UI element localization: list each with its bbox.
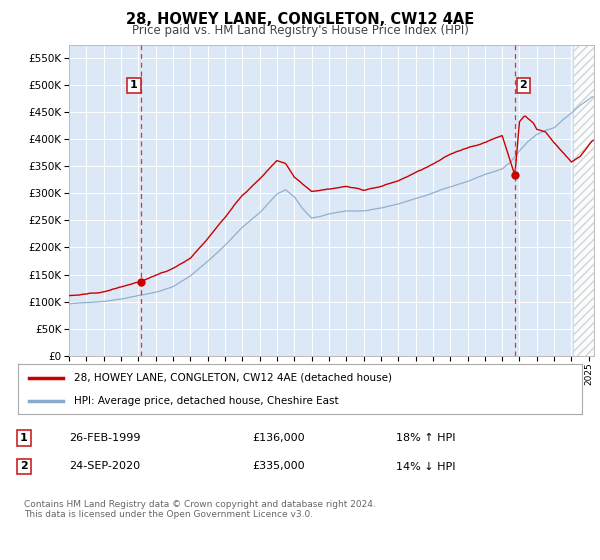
Text: 1: 1	[130, 80, 138, 90]
Text: £335,000: £335,000	[252, 461, 305, 472]
Text: £136,000: £136,000	[252, 433, 305, 443]
Text: 2: 2	[20, 461, 28, 472]
Text: 28, HOWEY LANE, CONGLETON, CW12 4AE: 28, HOWEY LANE, CONGLETON, CW12 4AE	[126, 12, 474, 27]
Bar	[573, 45, 600, 356]
Text: 26-FEB-1999: 26-FEB-1999	[69, 433, 140, 443]
Text: HPI: Average price, detached house, Cheshire East: HPI: Average price, detached house, Ches…	[74, 396, 339, 406]
Text: 2: 2	[520, 80, 527, 90]
Text: 1: 1	[20, 433, 28, 443]
Text: Price paid vs. HM Land Registry's House Price Index (HPI): Price paid vs. HM Land Registry's House …	[131, 24, 469, 36]
Text: 18% ↑ HPI: 18% ↑ HPI	[396, 433, 455, 443]
Text: 28, HOWEY LANE, CONGLETON, CW12 4AE (detached house): 28, HOWEY LANE, CONGLETON, CW12 4AE (det…	[74, 372, 392, 382]
Text: Contains HM Land Registry data © Crown copyright and database right 2024.
This d: Contains HM Land Registry data © Crown c…	[24, 500, 376, 519]
Text: 24-SEP-2020: 24-SEP-2020	[69, 461, 140, 472]
Text: 14% ↓ HPI: 14% ↓ HPI	[396, 461, 455, 472]
